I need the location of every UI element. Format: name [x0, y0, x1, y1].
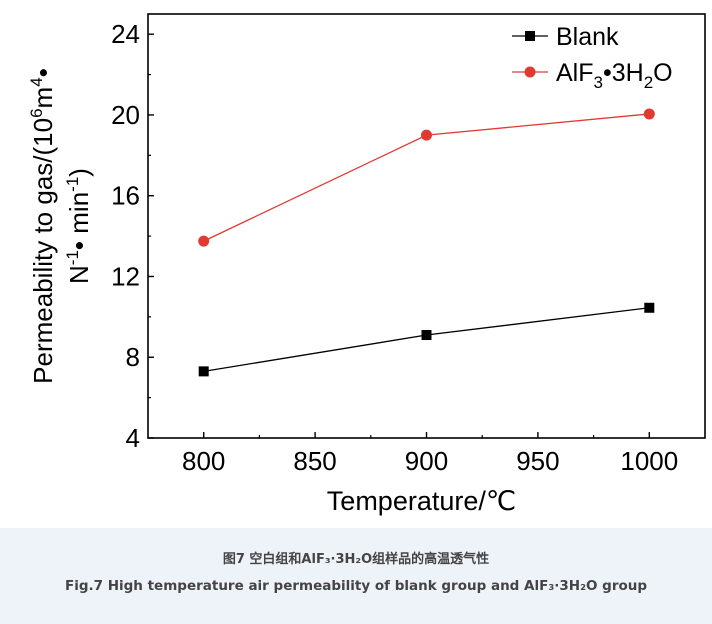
chart-ticks: 800 850 900 950 1000 4 8 12 16 20 24 — [111, 19, 678, 476]
legend-label-1: AlF3•3H2O — [556, 59, 673, 92]
y-tick-label: 12 — [111, 261, 140, 291]
chart-figure: 800 850 900 950 1000 4 8 12 16 20 24 Blank AlF3•3H2… — [27, 13, 706, 516]
y-axis-label-line1: Permeability to gas/(106m4• — [27, 68, 58, 384]
data-point-blank — [644, 302, 655, 313]
data-point-alf3 — [198, 235, 210, 247]
chart-axis-labels: Temperature/℃ Permeability to gas/(106m4•… — [27, 68, 516, 516]
data-point-blank — [421, 330, 432, 341]
y-axis-label-line2: N-1• min-1) — [63, 168, 94, 284]
y-tick-label: 8 — [126, 342, 140, 372]
legend-marker-blank — [525, 31, 535, 41]
chart-svg: 800 850 900 950 1000 4 8 12 16 20 24 Blank AlF3•3H2… — [27, 13, 706, 516]
x-tick-label: 850 — [293, 446, 336, 476]
chart-series-layer — [198, 108, 655, 377]
y-tick-label: 24 — [111, 19, 140, 49]
data-point-alf3 — [421, 129, 432, 141]
x-tick-label: 900 — [405, 446, 448, 476]
y-tick-label: 4 — [126, 423, 140, 453]
y-tick-label: 20 — [111, 100, 140, 130]
x-tick-label: 950 — [516, 446, 559, 476]
caption-chinese: 图7 空白组和AlF₃·3H₂O组样品的高温透气性 — [222, 552, 490, 567]
x-tick-label: 1000 — [620, 446, 678, 476]
chart-legend: Blank AlF3•3H2O — [512, 23, 673, 92]
x-axis-label: Temperature/℃ — [327, 486, 516, 516]
x-tick-label: 800 — [182, 446, 225, 476]
legend-label-0: Blank — [556, 23, 619, 51]
caption-english: Fig.7 High temperature air permeability … — [64, 578, 648, 594]
y-tick-label: 16 — [111, 181, 140, 211]
legend-marker-alf3 — [524, 66, 536, 78]
figure-caption: 图7 空白组和AlF₃·3H₂O组样品的高温透气性 Fig.7 High tem… — [0, 528, 712, 624]
data-point-alf3 — [643, 108, 655, 120]
data-point-blank — [198, 366, 209, 377]
